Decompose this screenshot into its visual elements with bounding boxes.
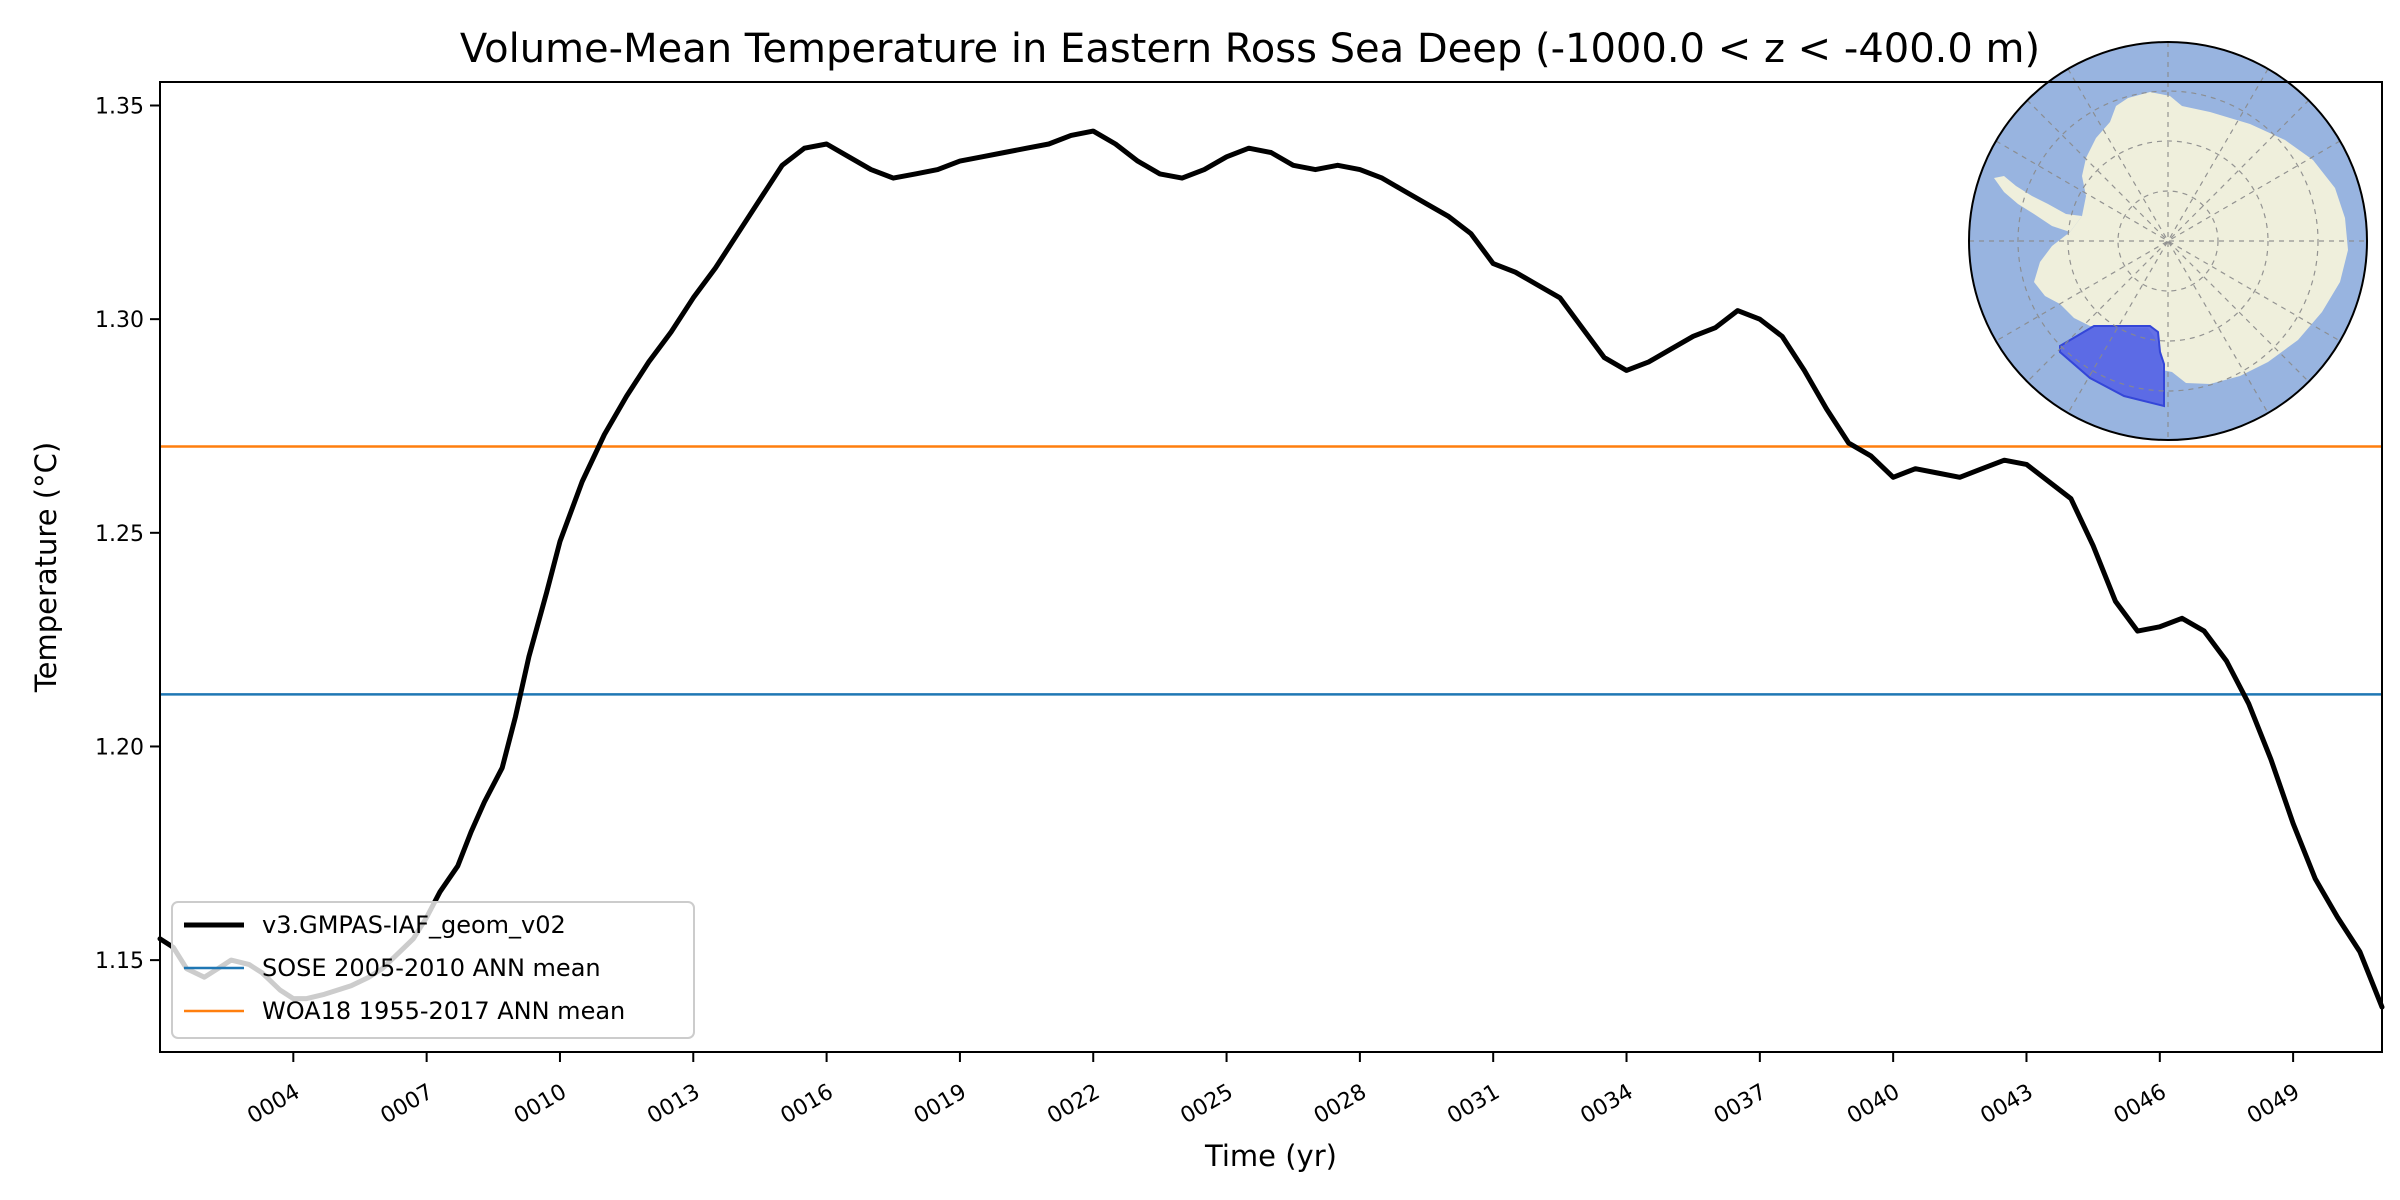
y-tick-label: 1.25 xyxy=(95,522,144,547)
x-tick-label: 0016 xyxy=(777,1080,838,1130)
y-tick-label: 1.35 xyxy=(95,95,144,120)
x-tick-label: 0022 xyxy=(1043,1080,1104,1130)
antarctica-landmass xyxy=(2034,92,2348,384)
x-tick-label: 0010 xyxy=(510,1080,571,1130)
x-tick-label: 0004 xyxy=(243,1080,304,1130)
x-tick-label: 0013 xyxy=(643,1080,704,1130)
legend-label-woa18: WOA18 1955-2017 ANN mean xyxy=(262,997,625,1025)
legend-frame xyxy=(171,901,695,1039)
x-tick-label: 0028 xyxy=(1310,1080,1371,1130)
legend: v3.GMPAS-IAF_geom_v02 SOSE 2005-2010 ANN… xyxy=(171,901,695,1039)
reference-lines xyxy=(160,445,2382,696)
x-axis-label: Time (yr) xyxy=(1204,1139,1337,1173)
eastern-ross-sea-region xyxy=(2059,325,2165,408)
x-tick-label: 0019 xyxy=(910,1080,971,1130)
x-tick-label: 0043 xyxy=(1976,1080,2037,1130)
legend-label-sose: SOSE 2005-2010 ANN mean xyxy=(262,954,601,982)
x-tick-label: 0034 xyxy=(1577,1080,1638,1130)
y-axis-label: Temperature (°C) xyxy=(29,442,63,693)
inset-map xyxy=(1968,41,2368,441)
y-axis: 1.15 1.20 1.25 1.30 1.35 xyxy=(95,95,160,974)
map-border xyxy=(1968,41,2368,441)
antarctic-peninsula xyxy=(1994,176,2082,232)
x-tick-label: 0046 xyxy=(2110,1080,2171,1130)
legend-label-v3-gmpas: v3.GMPAS-IAF_geom_v02 xyxy=(262,911,566,939)
plot-frame xyxy=(159,81,2383,1053)
x-tick-label: 0049 xyxy=(2243,1080,2304,1130)
x-tick-label: 0025 xyxy=(1177,1080,1238,1130)
map-graticule xyxy=(1969,42,2367,440)
y-tick-label: 1.15 xyxy=(95,949,144,974)
y-tick-label: 1.20 xyxy=(95,735,144,760)
x-tick-label: 0040 xyxy=(1843,1080,1904,1130)
x-axis: 0004 0007 0010 0013 0016 0019 0022 0025 0028 0031… xyxy=(243,1052,2304,1129)
y-tick-label: 1.30 xyxy=(95,308,144,333)
x-tick-label: 0031 xyxy=(1443,1080,1504,1130)
x-tick-label: 0037 xyxy=(1710,1080,1771,1130)
x-tick-label: 0007 xyxy=(377,1080,438,1130)
chart-title: Volume-Mean Temperature in Eastern Ross … xyxy=(460,26,2040,72)
